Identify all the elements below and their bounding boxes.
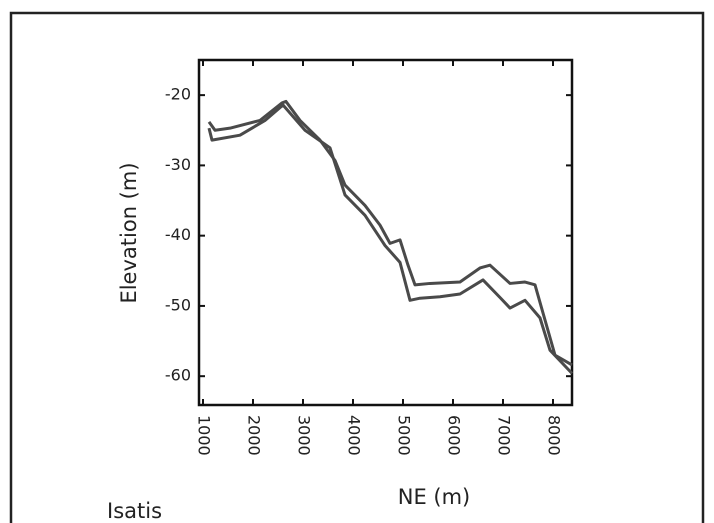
y-tick-label: -60 — [165, 366, 191, 385]
x-axis-label: NE (m) — [398, 485, 471, 509]
x-tick-label: 8000 — [545, 415, 564, 456]
x-tick-label: 1000 — [195, 415, 214, 456]
x-tick-label: 3000 — [295, 415, 314, 456]
x-tick-label: 7000 — [495, 415, 514, 456]
x-tick-label: 2000 — [245, 415, 264, 456]
x-tick-label: 5000 — [395, 415, 414, 456]
data-line — [207, 99, 573, 367]
y-tick-label: -40 — [165, 225, 191, 244]
x-tick-label: 6000 — [445, 415, 464, 456]
y-tick-label: -20 — [165, 85, 191, 104]
y-tick-label: -30 — [165, 155, 191, 174]
plot-area — [197, 58, 574, 407]
annotation: Isatis — [107, 499, 162, 523]
x-tick-label: 4000 — [345, 415, 364, 456]
y-tick-label: -50 — [165, 295, 191, 314]
data-line — [207, 103, 574, 375]
y-axis-label: Elevation (m) — [117, 162, 141, 303]
frame — [9, 11, 705, 523]
